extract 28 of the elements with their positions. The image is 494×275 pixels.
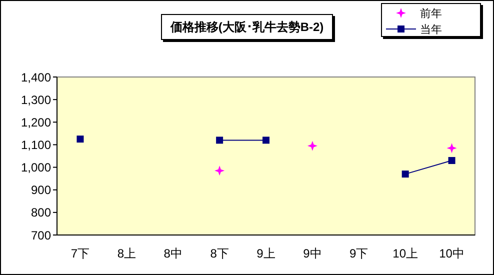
point xyxy=(262,136,270,144)
legend-label: 当年 xyxy=(420,22,442,36)
x-tick-label: 9下 xyxy=(350,246,368,261)
point xyxy=(446,143,457,154)
y-tick-label: 1,400 xyxy=(20,70,52,84)
point xyxy=(76,136,84,143)
point xyxy=(402,170,409,178)
chart-title: 価格推移(大阪･乳牛去勢B-2) xyxy=(161,14,333,40)
point xyxy=(448,157,456,164)
y-tick-label: 800 xyxy=(30,206,52,220)
point xyxy=(216,136,224,144)
y-tick-label: 1,000 xyxy=(20,160,52,175)
y-tick-label: 900 xyxy=(30,183,52,198)
x-tick-label: 7下 xyxy=(70,246,90,261)
x-tick-label: 8下 xyxy=(210,246,229,261)
x-tick-label: 9上 xyxy=(256,246,276,261)
point xyxy=(307,140,318,151)
x-tick-label: 10上 xyxy=(392,246,418,261)
y-tick-label: 1,100 xyxy=(20,138,52,152)
x-tick-label: 8上 xyxy=(117,246,136,261)
point xyxy=(214,166,225,176)
y-tick-label: 700 xyxy=(30,228,52,242)
y-tick-label: 1,200 xyxy=(20,115,52,130)
x-tick-label: 9中 xyxy=(303,246,322,261)
legend-label: 前年 xyxy=(420,6,442,20)
y-tick-label: 1,300 xyxy=(20,92,52,107)
x-tick-label: 8中 xyxy=(164,246,182,261)
x-tick-label: 10中 xyxy=(439,246,464,261)
